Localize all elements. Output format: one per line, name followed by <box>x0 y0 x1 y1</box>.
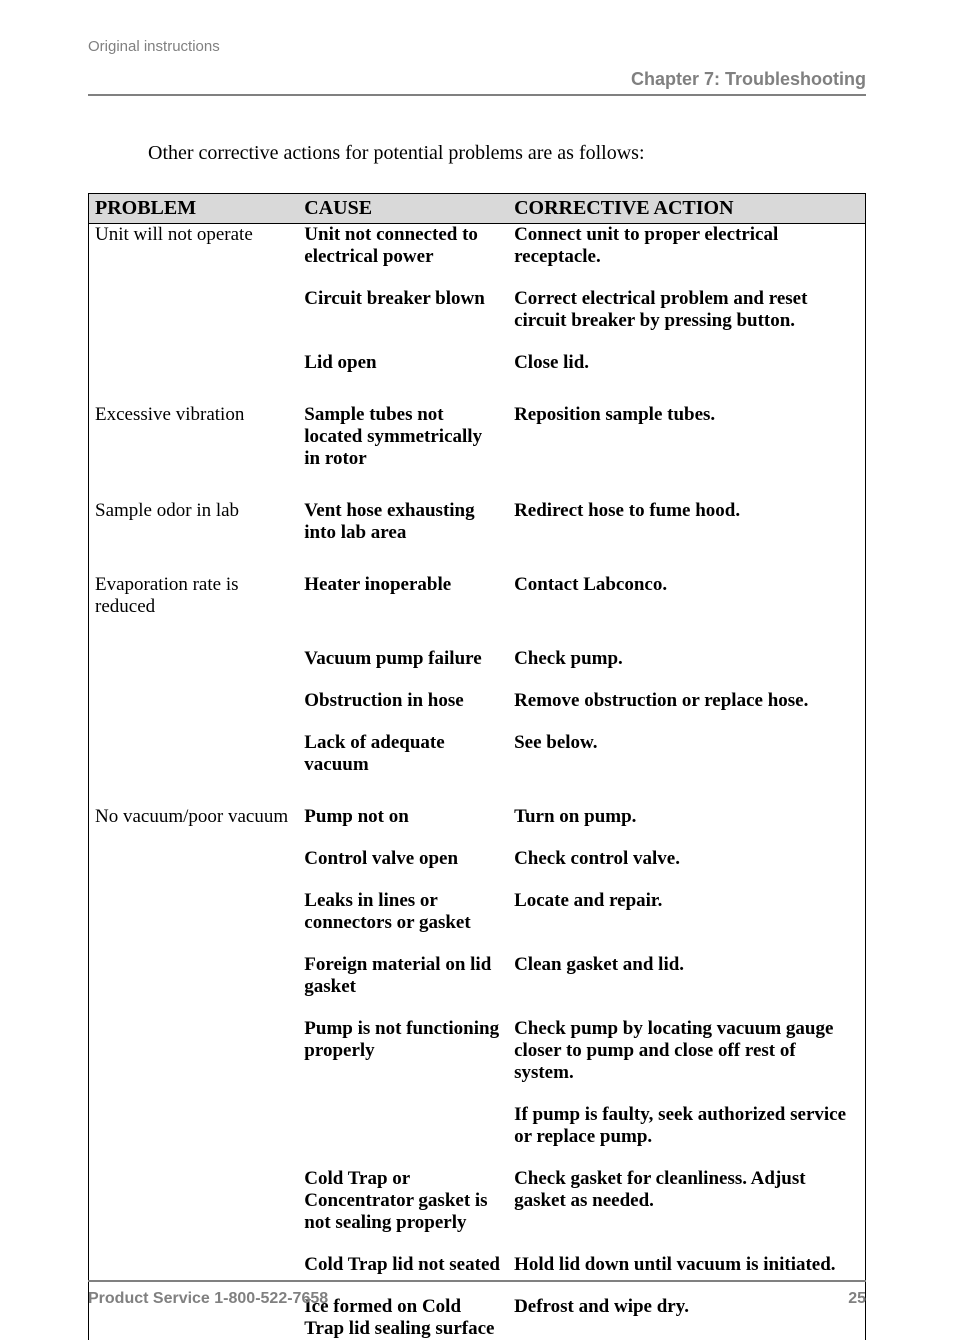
header-action: CORRECTIVE ACTION <box>508 194 865 224</box>
table-row <box>89 1084 866 1104</box>
cell-problem <box>89 848 299 870</box>
table-row: Vacuum pump failureCheck pump. <box>89 648 866 670</box>
cell-problem <box>89 732 299 776</box>
cell-cause: Obstruction in hose <box>298 690 508 712</box>
chapter-heading: Chapter 7: Troubleshooting <box>88 69 866 96</box>
cell-cause: Heater inoperable <box>298 574 508 618</box>
cell-problem <box>89 690 299 712</box>
table-row: Excessive vibrationSample tubes not loca… <box>89 404 866 470</box>
cell-action: Check pump by locating vacuum gauge clos… <box>508 1018 865 1084</box>
table-row <box>89 374 866 404</box>
cell-problem <box>89 352 299 374</box>
cell-problem <box>89 954 299 998</box>
table-header-row: PROBLEM CAUSE CORRECTIVE ACTION <box>89 194 866 224</box>
cell-action: Locate and repair. <box>508 890 865 934</box>
cell-action: Close lid. <box>508 352 865 374</box>
cell-action: If pump is faulty, seek authorized servi… <box>508 1104 865 1148</box>
original-instructions-label: Original instructions <box>88 38 866 55</box>
cell-cause: Pump is not functioning properly <box>298 1018 508 1084</box>
cell-problem <box>89 1018 299 1084</box>
table-row <box>89 268 866 288</box>
cell-problem <box>89 1254 299 1276</box>
cell-cause: Sample tubes not located symmetrically i… <box>298 404 508 470</box>
page: Original instructions Chapter 7: Trouble… <box>0 0 954 1340</box>
table-row <box>89 670 866 690</box>
cell-problem <box>89 1168 299 1234</box>
table-row <box>89 776 866 806</box>
table-row <box>89 332 866 352</box>
cell-action: See below. <box>508 732 865 776</box>
cell-action: Redirect hose to fume hood. <box>508 500 865 544</box>
header-cause: CAUSE <box>298 194 508 224</box>
footer-page-number: 25 <box>848 1290 866 1308</box>
cell-cause: Circuit breaker blown <box>298 288 508 332</box>
page-footer: Product Service 1-800-522-7658 25 <box>88 1280 866 1308</box>
table-row: Leaks in lines or connectors or gasketLo… <box>89 890 866 934</box>
cell-cause: Pump not on <box>298 806 508 828</box>
table-row: No vacuum/poor vacuumPump not onTurn on … <box>89 806 866 828</box>
table-row: Lid openClose lid. <box>89 352 866 374</box>
table-row: Cold Trap or Concentrator gasket is not … <box>89 1168 866 1234</box>
cell-action: Reposition sample tubes. <box>508 404 865 470</box>
cell-problem <box>89 890 299 934</box>
cell-problem: Evaporation rate is reduced <box>89 574 299 618</box>
table-row <box>89 1234 866 1254</box>
table-row: Pump is not functioning properlyCheck pu… <box>89 1018 866 1084</box>
table-row <box>89 934 866 954</box>
cell-problem: No vacuum/poor vacuum <box>89 806 299 828</box>
cell-cause: Control valve open <box>298 848 508 870</box>
table-row <box>89 544 866 574</box>
cell-cause: Cold Trap or Concentrator gasket is not … <box>298 1168 508 1234</box>
cell-cause: Foreign material on lid gasket <box>298 954 508 998</box>
cell-problem <box>89 648 299 670</box>
table-row: Foreign material on lid gasketClean gask… <box>89 954 866 998</box>
cell-action: Check gasket for cleanliness. Adjust gas… <box>508 1168 865 1234</box>
cell-action: Correct electrical problem and reset cir… <box>508 288 865 332</box>
cell-action: Check pump. <box>508 648 865 670</box>
cell-cause: Leaks in lines or connectors or gasket <box>298 890 508 934</box>
cell-action: Clean gasket and lid. <box>508 954 865 998</box>
cell-problem <box>89 1104 299 1148</box>
table-row <box>89 828 866 848</box>
table-row <box>89 998 866 1018</box>
cell-problem: Excessive vibration <box>89 404 299 470</box>
cell-cause: Lack of adequate vacuum <box>298 732 508 776</box>
table-row: Unit will not operateUnit not connected … <box>89 224 866 269</box>
table-row: Evaporation rate is reducedHeater inoper… <box>89 574 866 618</box>
cell-cause <box>298 1104 508 1148</box>
table-row: Circuit breaker blownCorrect electrical … <box>89 288 866 332</box>
table-row: Control valve openCheck control valve. <box>89 848 866 870</box>
table-row <box>89 712 866 732</box>
intro-text: Other corrective actions for potential p… <box>148 142 866 165</box>
table-row <box>89 870 866 890</box>
cell-cause: Vent hose exhausting into lab area <box>298 500 508 544</box>
cell-problem: Sample odor in lab <box>89 500 299 544</box>
table-row: If pump is faulty, seek authorized servi… <box>89 1104 866 1148</box>
table-row: Obstruction in hoseRemove obstruction or… <box>89 690 866 712</box>
table-row: Sample odor in labVent hose exhausting i… <box>89 500 866 544</box>
table-row <box>89 470 866 500</box>
cell-cause: Vacuum pump failure <box>298 648 508 670</box>
cell-action: Turn on pump. <box>508 806 865 828</box>
cell-problem <box>89 288 299 332</box>
cell-cause: Unit not connected to electrical power <box>298 224 508 269</box>
cell-action: Connect unit to proper electrical recept… <box>508 224 865 269</box>
cell-action: Check control valve. <box>508 848 865 870</box>
table-row: Lack of adequate vacuumSee below. <box>89 732 866 776</box>
cell-cause: Cold Trap lid not seated <box>298 1254 508 1276</box>
table-row <box>89 1148 866 1168</box>
troubleshooting-table: PROBLEM CAUSE CORRECTIVE ACTION Unit wil… <box>88 193 866 1340</box>
cell-action: Hold lid down until vacuum is initiated. <box>508 1254 865 1276</box>
cell-action: Contact Labconco. <box>508 574 865 618</box>
header-problem: PROBLEM <box>89 194 299 224</box>
table-row: Cold Trap lid not seatedHold lid down un… <box>89 1254 866 1276</box>
table-row <box>89 618 866 648</box>
cell-problem: Unit will not operate <box>89 224 299 269</box>
cell-cause: Lid open <box>298 352 508 374</box>
cell-action: Remove obstruction or replace hose. <box>508 690 865 712</box>
footer-service: Product Service 1-800-522-7658 <box>88 1290 328 1308</box>
